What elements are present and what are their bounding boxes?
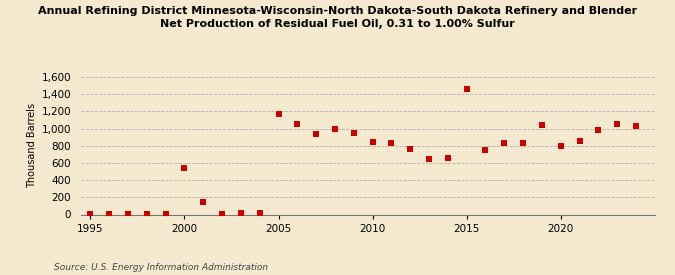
Point <box>85 212 96 216</box>
Point <box>348 131 359 135</box>
Point <box>612 122 622 127</box>
Point <box>405 147 416 151</box>
Point <box>329 126 340 131</box>
Point <box>480 148 491 152</box>
Point <box>574 138 585 143</box>
Point <box>442 156 453 160</box>
Point <box>104 212 115 216</box>
Point <box>461 87 472 91</box>
Point <box>593 128 603 133</box>
Y-axis label: Thousand Barrels: Thousand Barrels <box>28 103 38 188</box>
Point <box>386 141 397 145</box>
Point <box>292 122 302 127</box>
Point <box>254 211 265 215</box>
Point <box>198 199 209 204</box>
Point <box>217 211 227 216</box>
Point <box>236 211 246 215</box>
Point <box>367 140 378 145</box>
Point <box>310 131 321 136</box>
Point <box>123 212 134 216</box>
Point <box>630 124 641 128</box>
Point <box>518 141 529 145</box>
Text: Annual Refining District Minnesota-Wisconsin-North Dakota-South Dakota Refinery : Annual Refining District Minnesota-Wisco… <box>38 6 637 29</box>
Point <box>499 141 510 145</box>
Text: Source: U.S. Energy Information Administration: Source: U.S. Energy Information Administ… <box>54 263 268 272</box>
Point <box>556 144 566 148</box>
Point <box>273 112 284 116</box>
Point <box>142 212 153 216</box>
Point <box>179 166 190 170</box>
Point <box>160 212 171 216</box>
Point <box>537 123 547 127</box>
Point <box>424 156 435 161</box>
